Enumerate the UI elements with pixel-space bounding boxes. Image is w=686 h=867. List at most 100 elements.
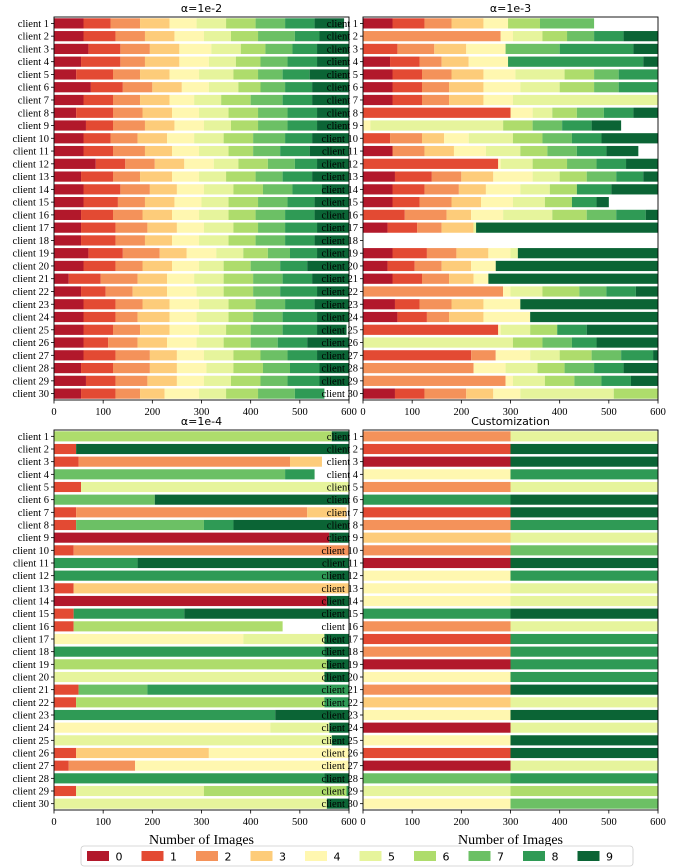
bar-segment [76,507,308,518]
bar-segment [363,709,511,721]
bar-segment [228,235,256,246]
y-tick-label: client 2 [327,32,358,43]
y-tick-label: client 20 [322,261,358,272]
bar-segment [115,350,150,361]
bar-segment [73,545,350,556]
bar-segment [562,120,592,131]
bar-segment [510,671,658,683]
bar-segment [169,299,200,310]
bar-segment [321,184,349,195]
bar-segment [424,388,467,399]
y-tick-label: client 11 [322,147,358,158]
legend-label: 8 [552,851,559,864]
bar-segment [240,43,266,55]
bar-segment [510,646,658,657]
bar-segment [76,107,113,118]
bar-segment [54,375,86,386]
bar-segment [363,362,474,374]
bar-segment [387,260,415,272]
bar-segment [485,184,521,195]
bar-segment [520,388,614,399]
bar-segment [532,107,553,118]
legend-swatch [414,851,436,861]
bar-segment [530,311,658,323]
bar-segment [167,337,197,348]
x-tick-label: 400 [243,407,259,418]
y-tick-label: client 20 [13,261,49,272]
bar-segment [113,94,141,106]
bar-segment [422,133,445,144]
bar-segment [346,785,349,797]
bar-segment [446,209,472,220]
bar-segment [76,519,204,531]
bar-segment [255,209,286,220]
bar-segment [326,659,349,670]
bar-segment [363,18,393,29]
bar-segment [540,18,595,29]
bar-segment [488,248,511,259]
bar-segment [505,362,538,374]
y-tick-label: client 12 [322,571,358,582]
legend-swatch [141,851,164,861]
bar-segment [498,158,501,169]
bar-segment [363,583,511,594]
bar-segment [314,209,349,220]
bar-segment [596,197,609,208]
bar-segment [601,133,658,144]
y-tick-label: client 22 [13,698,49,709]
bar-segment [83,350,116,361]
bar-segment [500,324,531,335]
bar-segment [456,248,489,259]
panel-title: α=1e-2 [181,2,222,15]
bar-segment [317,350,349,361]
bar-segment [623,31,658,42]
bar-segment [216,248,244,259]
bar-segment [233,362,263,374]
bar-segment [363,375,506,386]
bar-segment [449,311,484,323]
bar-segment [363,608,511,619]
bar-segment [196,311,229,323]
bar-segment [142,260,172,272]
bar-segment [630,375,658,386]
bar-segment [363,545,511,556]
bar-segment [512,337,543,348]
bar-segment [510,785,658,797]
bar-segment [73,608,185,619]
bar-segment [471,260,496,272]
y-tick-label: client 24 [322,723,359,734]
bar-segment [54,697,77,708]
bar-segment [243,248,268,259]
bar-segment [238,82,261,93]
bar-segment [54,443,77,455]
y-tick-label: client 19 [322,660,358,671]
panel-title: α=1e-4 [181,415,222,428]
bar-segment [147,222,177,233]
bar-segment [426,248,457,259]
bar-segment [603,107,634,118]
bar-segment [594,69,619,80]
bar-segment [115,31,145,42]
bar-segment [83,337,109,348]
bar-segment [510,557,658,569]
bar-segment [228,145,254,157]
bar-segment [54,747,77,759]
bar-segment [54,469,286,480]
bar-segment [76,747,209,759]
y-tick-label: client 21 [322,685,358,696]
bar-segment [510,735,658,746]
bar-segment [235,56,261,67]
bar-segment [115,299,143,310]
bar-segment [167,286,197,297]
y-tick-label: client 11 [13,147,49,158]
bar-segment [78,456,290,467]
bar-segment [392,69,422,80]
bar-segment [54,120,86,131]
bar-segment [326,595,349,607]
bar-segment [571,337,597,348]
bar-segment [363,107,511,118]
bar-segment [282,324,318,335]
bar-segment [363,570,511,581]
bar-segment [250,324,283,335]
bar-segment [363,286,504,297]
